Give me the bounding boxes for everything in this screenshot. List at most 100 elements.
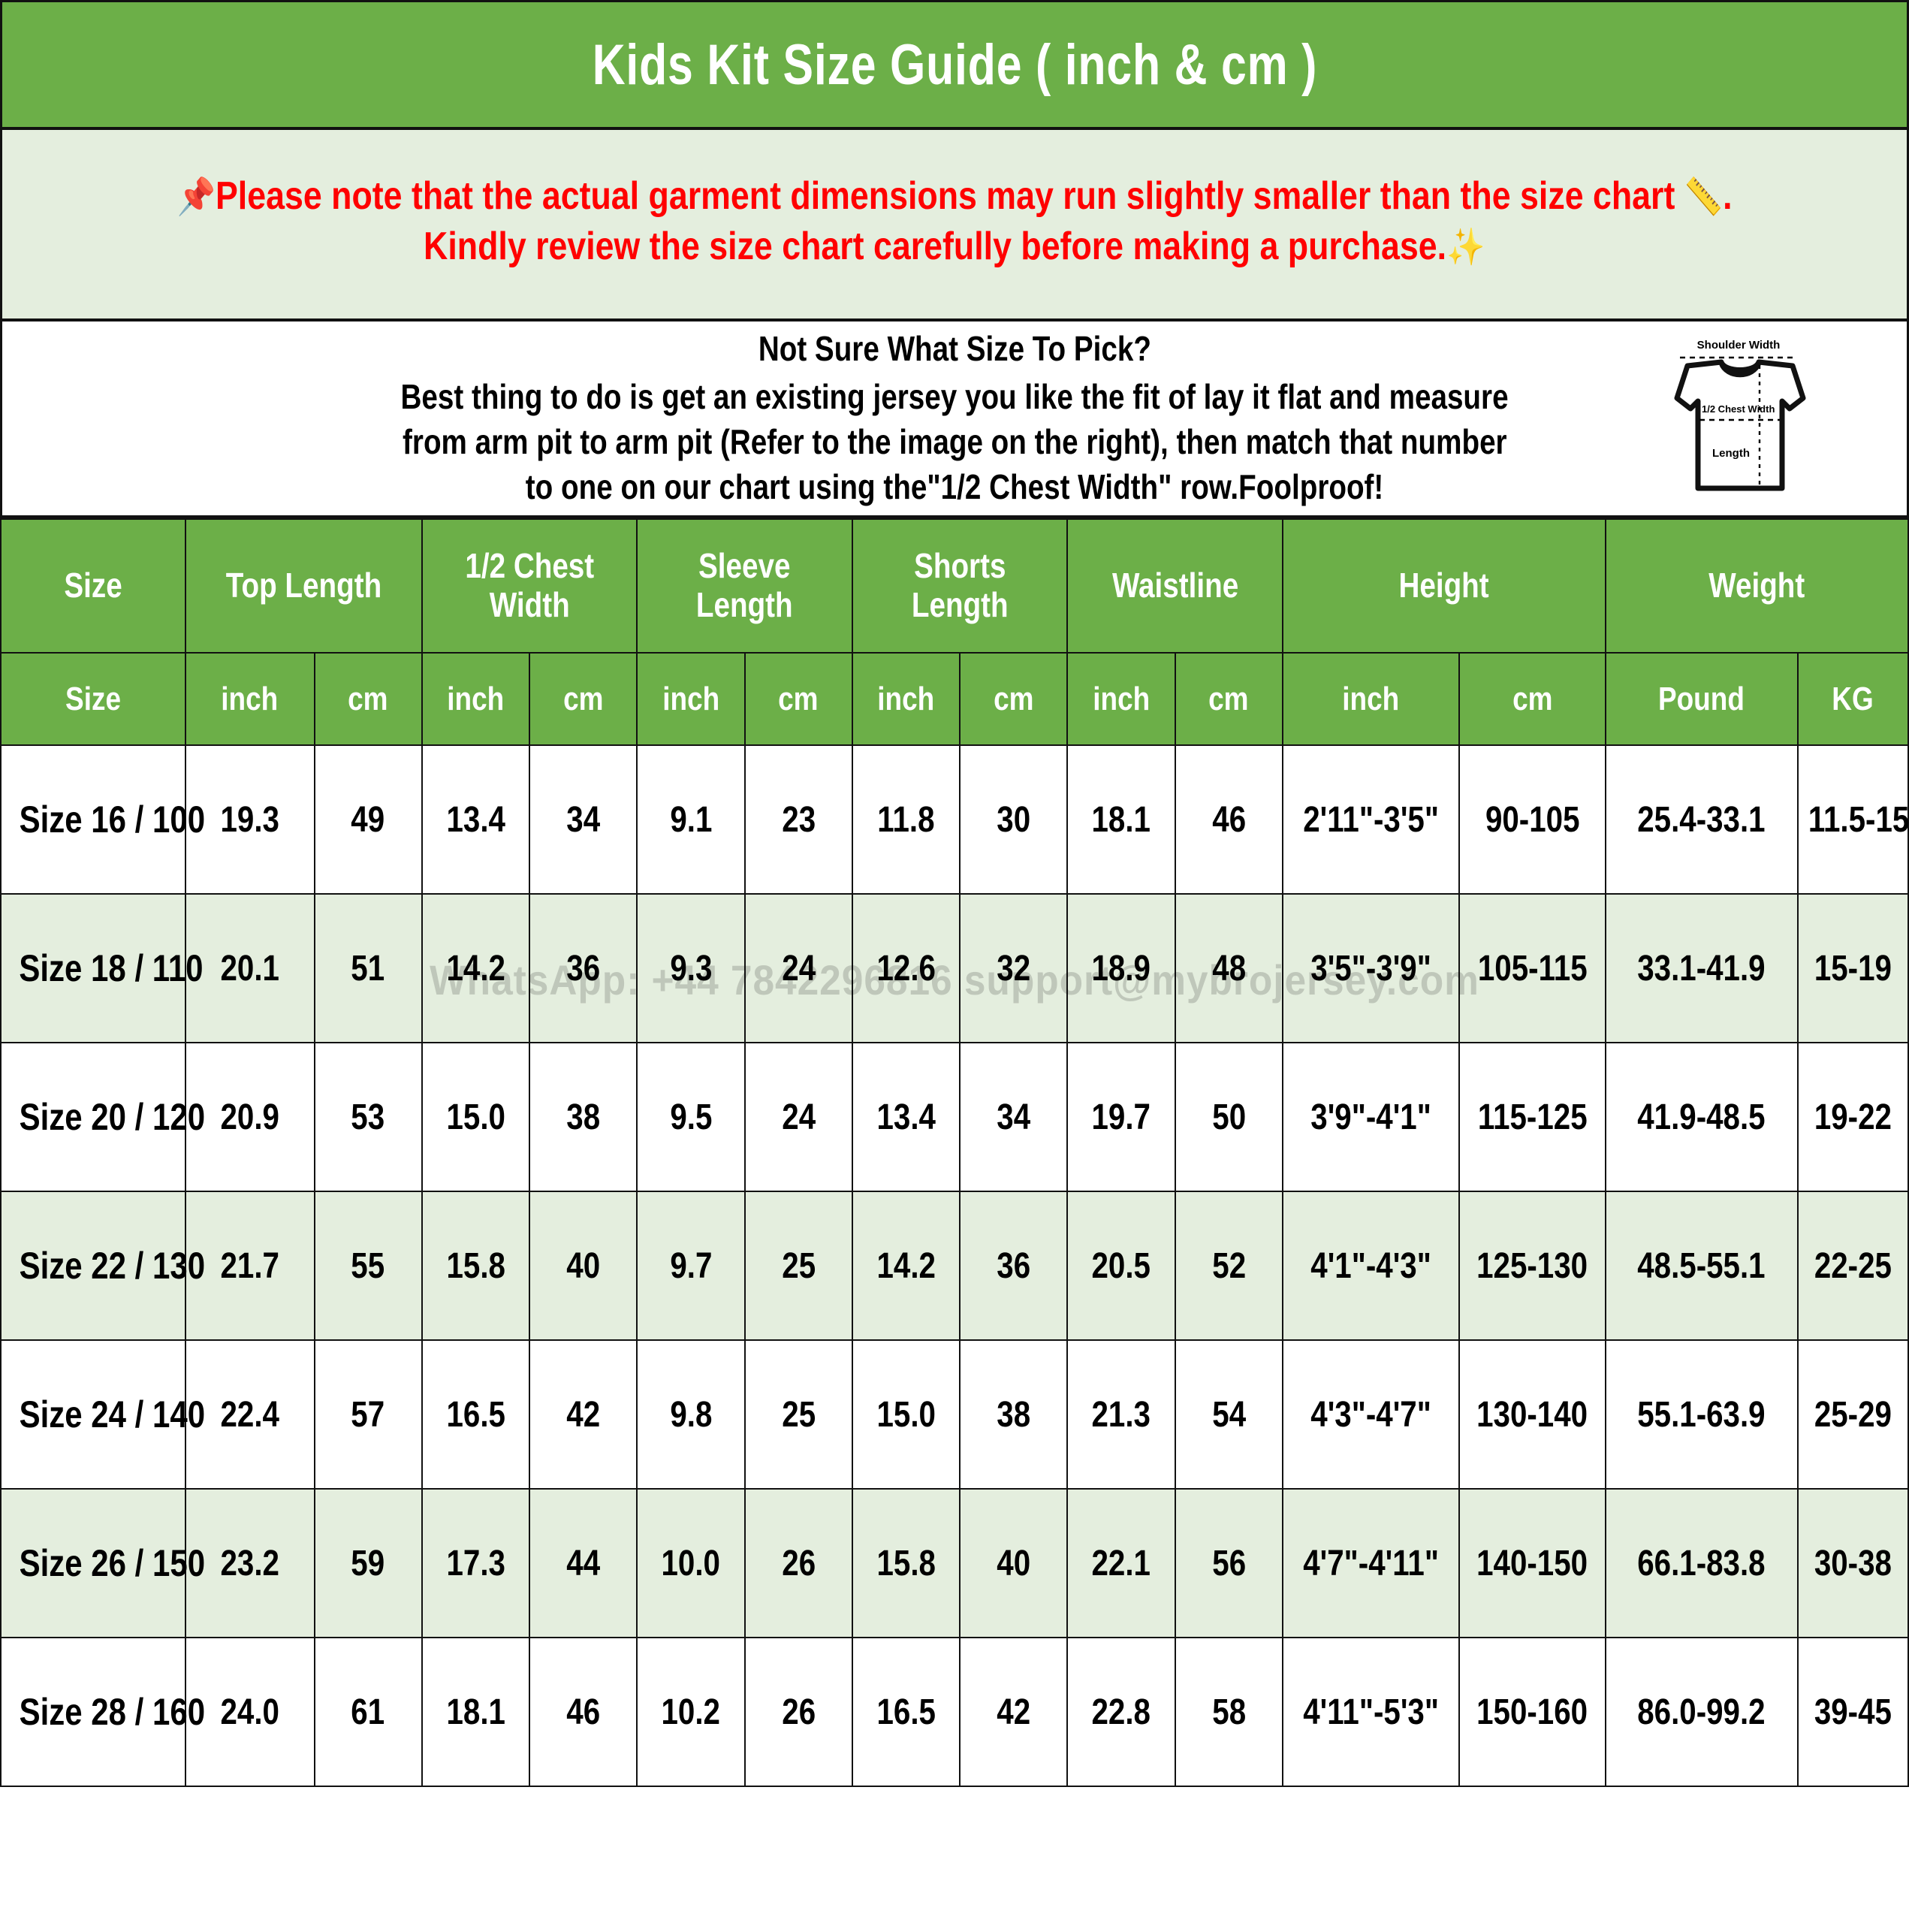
measurement-cell: 40 [529,1191,638,1341]
cell-text: 9.5 [669,1097,712,1137]
measurement-cell: 54 [1174,1339,1283,1490]
measurement-cell: 14.2 [851,1191,961,1341]
measurement-cell: 20.1 [184,893,315,1043]
measurement-cell: 90-105 [1458,744,1606,895]
cell-text: 22-25 [1814,1245,1892,1286]
tshirt-outline-icon [1674,359,1806,491]
measurement-cell: 9.5 [636,1042,746,1192]
measurement-cell: 61 [313,1637,423,1787]
measurement-cell: 59 [313,1488,423,1638]
unit-header-cell: Pound [1604,652,1799,746]
measurement-cell: 50 [1174,1042,1283,1192]
cell-text: 115-125 [1477,1097,1588,1137]
cell-text: 2'11"-3'5" [1303,799,1439,840]
measurement-cell: 17.3 [421,1488,531,1638]
warning-note-band: 📌Please note that the actual garment dim… [0,130,1909,321]
measurement-cell: 150-160 [1458,1637,1606,1787]
measurement-cell: 26 [743,1488,853,1638]
measurement-cell: 46 [1174,744,1283,895]
measurement-cell: 18.9 [1066,893,1176,1043]
cell-text: 32 [997,948,1031,989]
cell-text: 24 [781,948,816,989]
cell-text: 66.1-83.8 [1637,1543,1766,1583]
measurement-cell: 26 [743,1637,853,1787]
cell-text: 16.5 [446,1394,505,1435]
measurement-cell: 15.0 [851,1339,961,1490]
cell-text: 42 [997,1692,1031,1732]
measurement-cell: 4'11"-5'3" [1281,1637,1461,1787]
measurement-cell: 32 [959,893,1069,1043]
ruler-icon: 📏 [1684,177,1724,217]
cell-text: 10.2 [661,1692,721,1732]
measurement-cell: 3'9"-4'1" [1281,1042,1461,1192]
measurement-cell: 24.0 [184,1637,315,1787]
cell-text: 53 [351,1097,385,1137]
table-row: Size 22 / 130 21.7 55 15.8 40 9.7 25 14.2 36 20.5… [0,1191,1909,1341]
cell-text: 50 [1211,1097,1246,1137]
tshirt-collar-icon [1718,361,1762,378]
size-name-cell: Size 16 / 100 [0,744,205,895]
measurement-cell: 22.1 [1066,1488,1176,1638]
cell-text: 3'9"-4'1" [1310,1097,1431,1137]
cell-text: 25 [781,1245,816,1286]
cell-text: 40 [566,1245,601,1286]
cell-text: 150-160 [1476,1692,1588,1732]
size-name-cell: Size 28 / 160 [0,1637,205,1787]
measurement-cell: 38 [529,1042,638,1192]
measurement-cell: 34 [529,744,638,895]
cell-text: 39-45 [1814,1692,1892,1732]
warning-note-text-2: Kindly review the size chart carefully b… [424,224,1447,268]
measurement-cell: 25 [743,1339,853,1490]
measurement-cell: 125-130 [1458,1191,1606,1341]
measurement-cell: 51 [313,893,423,1043]
cell-text: 19.7 [1091,1097,1151,1137]
cell-text: 22.4 [220,1394,279,1435]
unit-header-cell: cm [529,652,638,746]
table-row: Size 20 / 120 20.9 53 15.0 38 9.5 24 13.4 34 19.7… [0,1042,1909,1192]
measurement-cell: 48.5-55.1 [1604,1191,1799,1341]
cell-text: 25.4-33.1 [1637,799,1766,840]
cell-text: 12.6 [876,948,936,989]
page-title: Kids Kit Size Guide ( inch & cm ) [592,32,1317,97]
cell-text: 40 [997,1543,1031,1583]
cell-text: 54 [1211,1394,1246,1435]
measurement-cell: 10.2 [636,1637,746,1787]
cell-text: 38 [997,1394,1031,1435]
advice-line-2: from arm pit to arm pit (Refer to the im… [402,422,1507,461]
group-header-weight: Weight [1604,518,1909,654]
measurement-cell: 25-29 [1796,1339,1909,1490]
cell-text: 55 [351,1245,385,1286]
cell-text: 18.1 [446,1692,505,1732]
advice-line-1: Best thing to do is get an existing jers… [400,377,1509,417]
unit-header-cell: inch [1281,652,1461,746]
cell-text: 25-29 [1814,1394,1892,1435]
cell-text: 11.5-15 [1808,799,1909,840]
measurement-cell: 19-22 [1796,1042,1909,1192]
cell-text: 130-140 [1476,1394,1588,1435]
measurement-cell: 52 [1174,1191,1283,1341]
warning-note-line-2: Kindly review the size chart carefully b… [424,222,1485,272]
measurement-cell: 21.3 [1066,1339,1176,1490]
cell-text: 52 [1211,1245,1246,1286]
warning-note-line-1: 📌Please note that the actual garment dim… [176,171,1732,222]
cell-text: 15.8 [446,1245,505,1286]
cell-text: 25 [781,1394,816,1435]
table-row: Size 18 / 110 20.1 51 14.2 36 9.3 24 12.6 32 18.9… [0,893,1909,1043]
unit-header-cell: inch [184,652,315,746]
measurement-cell: 18.1 [1066,744,1176,895]
measurement-cell: 30 [959,744,1069,895]
measurement-cell: 24 [743,1042,853,1192]
sparkles-icon: ✨ [1446,227,1485,267]
cell-text: Size 20 / 120 [19,1096,206,1138]
cell-text: 11.8 [877,799,935,840]
warning-note-period: . [1723,174,1733,218]
table-row: Size 28 / 160 24.0 61 18.1 46 10.2 26 16.5 42 22.… [0,1637,1909,1787]
group-header-half-chest-width: 1/2 Chest Width [421,518,638,654]
warning-note-text-1: Please note that the actual garment dime… [215,174,1675,218]
group-header-row: Size Top Length 1/2 Chest Width Sleeve L… [0,518,1909,654]
measurement-cell: 140-150 [1458,1488,1606,1638]
cell-text: 59 [351,1543,385,1583]
measurement-cell: 44 [529,1488,638,1638]
measurement-cell: 18.1 [421,1637,531,1787]
